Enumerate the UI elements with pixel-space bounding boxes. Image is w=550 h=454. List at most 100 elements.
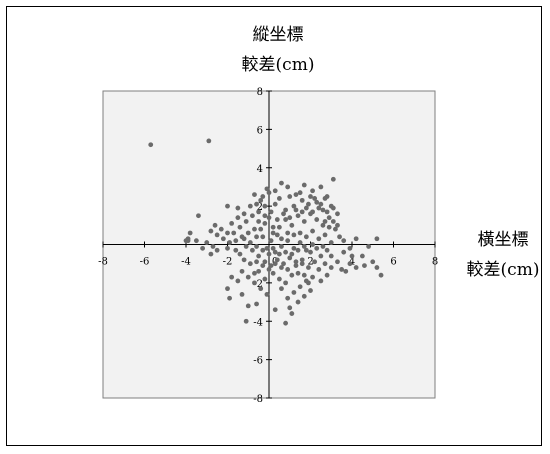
data-point	[324, 247, 330, 253]
data-point	[247, 261, 253, 267]
data-point	[333, 226, 338, 232]
data-point	[283, 249, 288, 255]
data-point	[250, 213, 255, 219]
data-point	[308, 249, 313, 255]
data-point	[303, 247, 309, 253]
y-axis-title-line1: 縱坐標	[252, 25, 304, 45]
y-tick-label: -4	[253, 317, 263, 328]
data-point	[208, 228, 214, 234]
data-point	[297, 240, 303, 245]
data-point	[320, 207, 326, 213]
data-point	[347, 245, 353, 251]
data-point	[303, 234, 309, 240]
data-point	[262, 220, 268, 226]
data-point	[252, 270, 257, 276]
data-point	[322, 219, 328, 224]
data-point	[218, 226, 224, 232]
data-point	[366, 244, 371, 249]
data-point	[330, 219, 336, 224]
data-point	[293, 259, 299, 265]
data-point	[287, 255, 293, 261]
data-point	[245, 230, 251, 236]
x-axis-title-line2: 較差(cm)	[466, 260, 540, 280]
data-point	[268, 209, 274, 215]
data-point	[285, 295, 291, 301]
data-point	[308, 194, 313, 199]
data-point	[281, 261, 286, 267]
data-point	[229, 274, 235, 280]
data-point	[252, 280, 257, 286]
data-point	[328, 253, 334, 259]
data-point	[279, 265, 284, 270]
y-axis-title-line2: 較差(cm)	[241, 55, 315, 75]
data-point	[301, 244, 307, 249]
data-point	[349, 253, 355, 259]
y-tick-label: -2	[253, 279, 263, 290]
data-point	[308, 288, 313, 293]
data-point	[316, 267, 322, 272]
data-point	[301, 272, 307, 278]
data-point	[276, 196, 282, 201]
data-point	[268, 238, 274, 244]
data-point	[295, 299, 301, 305]
data-point	[293, 263, 299, 269]
data-point	[326, 215, 332, 221]
data-point	[279, 236, 284, 242]
data-point	[243, 219, 249, 224]
data-point	[293, 207, 299, 213]
data-point	[233, 238, 239, 244]
y-tick-label: 6	[257, 125, 263, 136]
data-point	[322, 232, 328, 238]
data-point	[227, 240, 232, 245]
data-point	[208, 251, 214, 257]
data-point	[318, 278, 324, 284]
data-point	[312, 259, 318, 265]
data-point	[291, 203, 297, 209]
data-point	[241, 257, 247, 263]
data-point	[233, 247, 239, 253]
data-point	[353, 265, 359, 270]
data-point	[285, 230, 291, 236]
data-point	[264, 245, 270, 251]
data-point	[291, 232, 297, 238]
data-point	[310, 228, 315, 234]
data-point	[237, 251, 243, 257]
data-point	[283, 320, 288, 326]
data-point	[347, 261, 353, 267]
data-point	[274, 232, 280, 238]
data-point	[241, 211, 247, 217]
data-point	[285, 238, 291, 244]
data-point	[235, 205, 241, 211]
data-point	[316, 236, 322, 242]
data-point	[225, 245, 230, 251]
data-point	[359, 253, 365, 259]
data-point	[374, 265, 380, 270]
data-point	[343, 268, 349, 274]
data-point	[289, 311, 295, 316]
data-point	[266, 190, 272, 196]
data-point	[322, 261, 328, 267]
data-point	[289, 251, 295, 257]
data-point	[320, 244, 326, 249]
data-point	[328, 240, 334, 245]
y-tick-label: -6	[253, 356, 263, 367]
data-point	[185, 238, 191, 244]
data-point	[306, 265, 311, 270]
x-tick-label: -8	[98, 257, 108, 268]
data-point	[276, 276, 282, 282]
data-point	[214, 247, 220, 253]
data-point	[200, 245, 206, 251]
data-point	[260, 234, 266, 240]
data-point	[270, 224, 276, 230]
data-point	[193, 238, 199, 244]
data-point	[225, 203, 230, 209]
data-point	[312, 196, 318, 201]
data-point	[318, 201, 324, 207]
data-point	[235, 278, 241, 284]
data-point	[295, 213, 301, 219]
data-point	[279, 244, 284, 249]
data-point	[330, 205, 336, 211]
data-point	[270, 245, 276, 251]
data-point	[291, 290, 297, 295]
data-point	[314, 199, 320, 205]
